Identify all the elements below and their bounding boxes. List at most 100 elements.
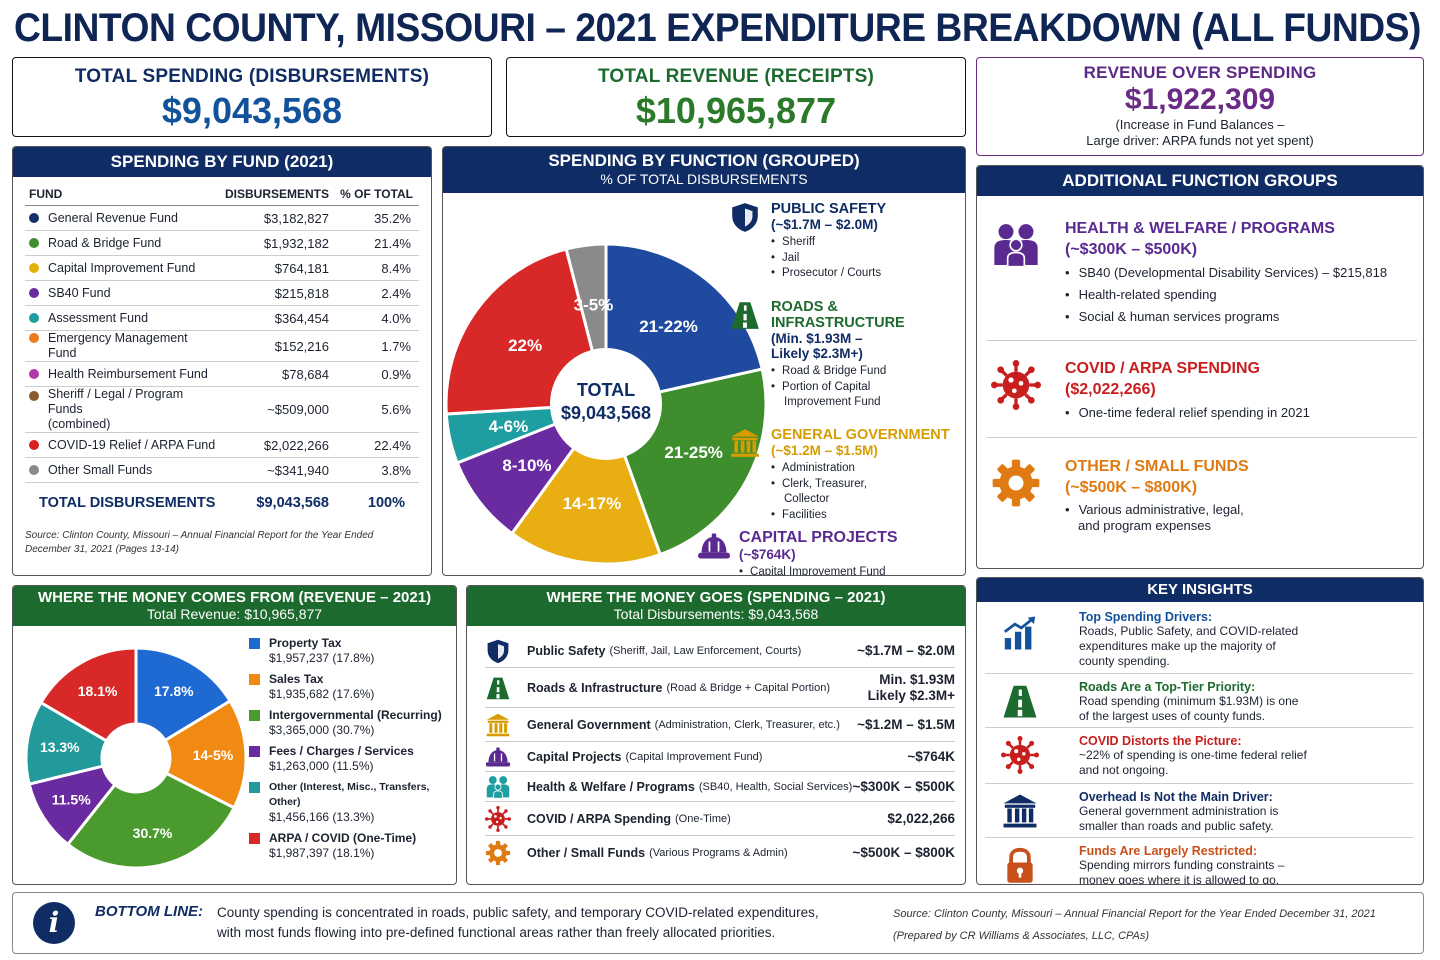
spending-row-amount: ~$500K – $800K [853,836,955,870]
spending-row-detail: (Capital Improvement Fund) [625,751,763,763]
legend-label: ARPA / COVID (One-Time) [269,831,417,845]
legend-swatch [249,710,260,721]
legend-amount: $1,935,682 (17.6%) [269,687,375,701]
spending-row-name: Capital Projects [527,750,622,764]
divider [987,437,1417,438]
list-item: Road & Bridge Fund [771,364,961,380]
kpi-total-revenue: TOTAL REVENUE (RECEIPTS) $10,965,877 [506,57,966,137]
legend-entry: Property Tax $1,957,237 (17.8%) [249,636,456,666]
spending-row-name: Public Safety [527,644,606,658]
insight-item: COVID Distorts the Picture: ~22% of spend… [985,730,1413,784]
panel-subtitle: Total Revenue: $10,965,877 [146,606,323,622]
bottom-line-label: BOTTOM LINE: [95,903,204,920]
panel-title: SPENDING BY FUND (2021) [110,152,334,171]
list-item: Prosecutor / Courts [771,266,961,282]
pie-slice [134,646,233,743]
fund-color-dot [29,439,39,450]
legend-label: Property Tax [269,636,342,650]
fund-name: Emergency Management Fund [47,331,188,360]
group-range: (~$500K – $800K) [1065,479,1198,496]
fund-name: Sheriff / Legal / Program Funds [47,387,184,416]
fund-pct-cell: 1.7% [329,330,419,362]
spending-row: Roads & Infrastructure (Road & Bridge + C… [485,668,955,708]
pie-data-label: 14-5% [193,747,234,763]
pie-slice [65,771,237,870]
spending-row-detail: (Administration, Clerk, Treasurer, etc.) [654,719,840,731]
panel-title: KEY INSIGHTS [1147,581,1253,598]
legend-swatch [249,746,260,757]
pie-center-label: TOTAL [577,380,635,400]
fund-name-cell: Capital Improvement Fund [25,255,219,281]
amount-line: $2,022,266 [887,811,955,826]
insight-text: Roads, Public Safety, and COVID-related [1079,624,1299,638]
bar-chart-icon [1001,614,1039,657]
bottom-source: Source: Clinton County, Missouri – Annua… [893,903,1376,947]
fund-name: Health Reimbursement Fund [48,366,208,381]
group-name: HEALTH & WELFARE / PROGRAMS [1065,220,1335,237]
government-building-icon [1001,792,1039,835]
spending-row-amount: ~$764K [907,742,955,772]
shield-icon [729,201,761,238]
fund-color-dot [29,312,39,323]
fund-pct-cell: 0.9% [329,361,419,387]
pie-data-label: 30.7% [133,825,173,841]
legend-label: Sales Tax [269,672,324,686]
group-range: ($2,022,266) [1065,381,1156,398]
fund-amount-cell: $3,182,827 [219,205,329,231]
additional-function-group: COVID / ARPA SPENDING ($2,022,266) One-tim… [987,358,1417,438]
fund-pct-cell: 3.8% [329,457,419,483]
amount-line: ~$764K [907,749,955,764]
kpi-label: TOTAL REVENUE (RECEIPTS) [597,66,875,87]
pie-data-label: 3-5% [574,296,614,315]
function-group: PUBLIC SAFETY(~$1.7M – $2.0M) SheriffJail… [732,201,961,282]
function-group-name: ROADS & [771,299,838,315]
table-row: Sheriff / Legal / Program Funds (combined… [25,386,419,433]
spending-row-name: Health & Welfare / Programs [527,780,695,794]
fund-amount-cell: $152,216 [219,330,329,362]
fund-pct-cell: 35.2% [329,205,419,231]
fund-color-dot [29,333,39,343]
road-icon [729,299,761,336]
fund-name: Road & Bridge Fund [48,235,162,250]
function-group-items: AdministrationClerk, Treasurer,Collector… [771,461,961,523]
insight-text: General government administration is [1079,804,1279,818]
kpi-label: REVENUE OVER SPENDING [1083,63,1317,82]
kpi-value: $1,922,309 [1124,83,1276,116]
virus-icon [991,360,1041,415]
fund-pct-cell: 5.6% [329,386,419,433]
legend-entry: ARPA / COVID (One-Time) $1,987,397 (18.1%… [249,831,456,861]
fund-amount-cell: $2,022,266 [219,432,329,458]
road-icon [485,675,511,704]
fund-amount-cell: $364,454 [219,305,329,331]
insight-item: Roads Are a Top-Tier Priority: Road spend… [985,676,1413,728]
legend-label: Fees / Charges / Services [269,744,414,758]
table-row: Capital Improvement Fund $764,181 8.4% [25,255,419,281]
function-group: CAPITAL PROJECTS(~$764K) Capital Improvem… [698,529,949,575]
list-item: Sheriff [771,235,961,251]
legend-amount: $1,957,237 (17.8%) [269,651,375,665]
pie-data-label: 22% [508,336,542,355]
insight-heading: Overhead Is Not the Main Driver: [1079,790,1273,804]
table-row: Emergency Management Fund $152,216 1.7% [25,330,419,362]
insight-text: ~22% of spending is one-time federal rel… [1079,748,1307,762]
amount-line: ~$300K – $500K [852,779,955,794]
pie-center-value: $9,043,568 [561,403,651,423]
list-item: Capital Improvement Fund [739,565,949,575]
insight-text: and not ongoing. [1079,763,1169,777]
kpi-revenue-over-spending: REVENUE OVER SPENDING $1,922,309 (Increa… [976,57,1424,156]
panel-header: ADDITIONAL FUNCTION GROUPS [977,166,1423,196]
remainder-label: Remainder [553,213,607,225]
list-item: Collector [784,493,830,505]
function-group-name: PUBLIC SAFETY [771,201,887,217]
fund-name-cell: SB40 Fund [25,280,219,306]
list-item: Improvement Fund [784,396,881,408]
fund-pct-cell: 22.4% [329,432,419,458]
road-icon [1001,682,1039,725]
function-group-items: SheriffJailProsecutor / Courts [771,235,961,282]
pie-slice [38,646,138,743]
spending-row: Other / Small Funds (Various Programs & A… [485,836,955,870]
info-icon: i [33,902,75,944]
fund-amount-cell: ~$509,000 [219,386,329,433]
panel-header: SPENDING BY FUND (2021) [13,147,431,177]
spending-row: General Government (Administration, Clerk… [485,708,955,742]
